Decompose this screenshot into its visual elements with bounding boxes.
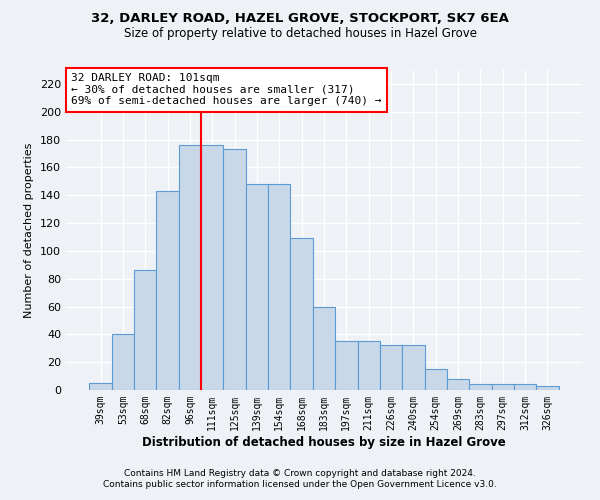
Y-axis label: Number of detached properties: Number of detached properties [25, 142, 34, 318]
Text: Contains public sector information licensed under the Open Government Licence v3: Contains public sector information licen… [103, 480, 497, 489]
Bar [514, 384, 536, 390]
Bar [536, 386, 559, 390]
Bar [469, 384, 491, 390]
Bar [179, 145, 201, 390]
Bar [290, 238, 313, 390]
Bar [402, 346, 425, 390]
Bar [201, 145, 223, 390]
Bar [112, 334, 134, 390]
Text: 32 DARLEY ROAD: 101sqm
← 30% of detached houses are smaller (317)
69% of semi-de: 32 DARLEY ROAD: 101sqm ← 30% of detached… [71, 73, 382, 106]
Text: Contains HM Land Registry data © Crown copyright and database right 2024.: Contains HM Land Registry data © Crown c… [124, 468, 476, 477]
Text: Size of property relative to detached houses in Hazel Grove: Size of property relative to detached ho… [124, 28, 476, 40]
Bar [246, 184, 268, 390]
Bar [313, 306, 335, 390]
Bar [425, 369, 447, 390]
Bar [268, 184, 290, 390]
Bar [358, 342, 380, 390]
Bar [134, 270, 157, 390]
Bar [223, 150, 246, 390]
X-axis label: Distribution of detached houses by size in Hazel Grove: Distribution of detached houses by size … [142, 436, 506, 448]
Bar [447, 379, 469, 390]
Bar [335, 342, 358, 390]
Text: 32, DARLEY ROAD, HAZEL GROVE, STOCKPORT, SK7 6EA: 32, DARLEY ROAD, HAZEL GROVE, STOCKPORT,… [91, 12, 509, 26]
Bar [157, 191, 179, 390]
Bar [380, 346, 402, 390]
Bar [491, 384, 514, 390]
Bar [89, 383, 112, 390]
